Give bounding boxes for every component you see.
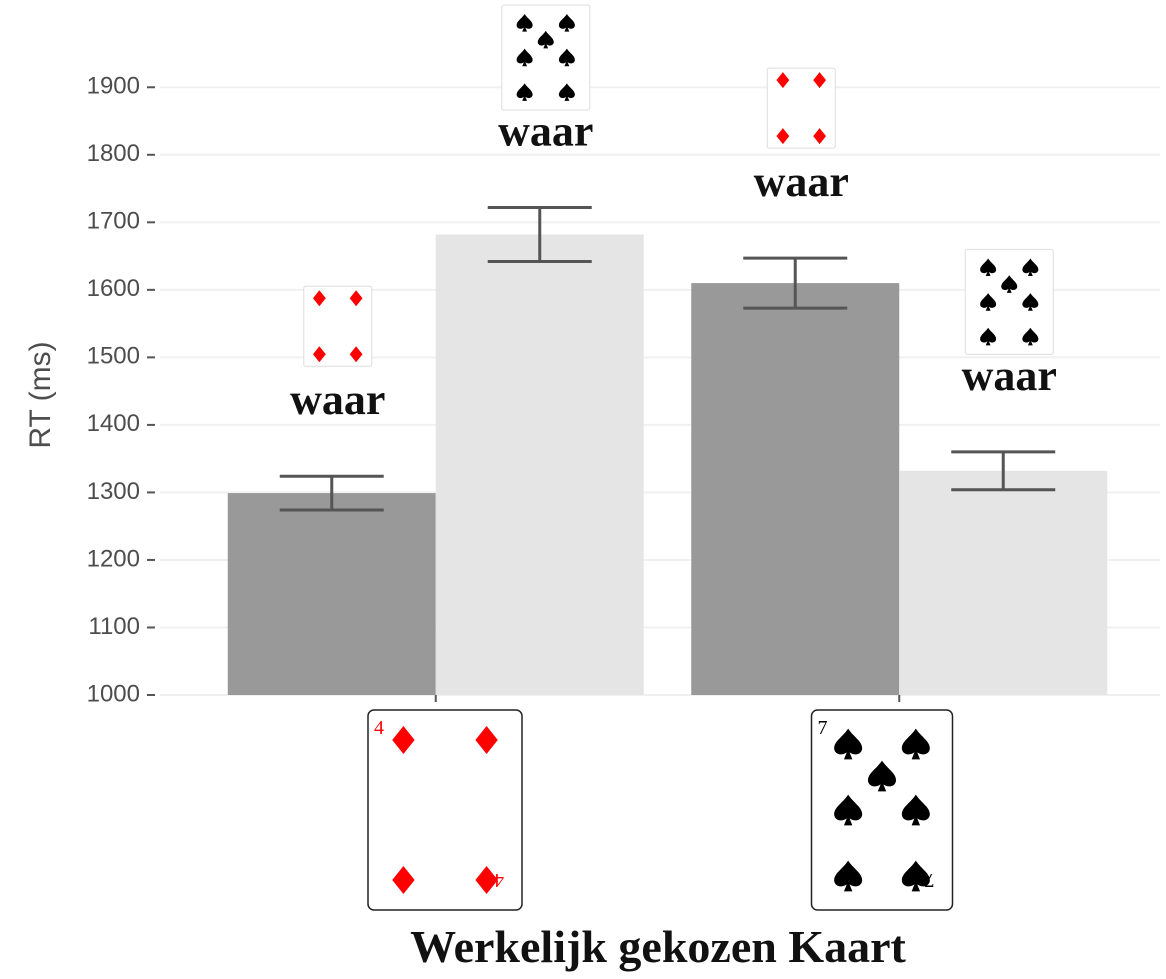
card: 44 — [367, 709, 523, 911]
y-tick-label: 1300 — [87, 478, 140, 505]
y-tick-label: 1600 — [87, 275, 140, 302]
card-rank: 4 — [374, 717, 384, 739]
y-tick-label: 1800 — [87, 140, 140, 167]
card: 77 — [810, 709, 954, 911]
y-tick-label: 1700 — [87, 208, 140, 235]
card-face — [810, 709, 954, 911]
x-axis-label: Werkelijk gekozen Kaart — [410, 921, 906, 972]
card-rank: 4 — [494, 869, 504, 891]
annotation: waar — [962, 351, 1057, 400]
bar — [691, 283, 900, 695]
card-face — [367, 709, 523, 911]
error-bar — [951, 450, 1056, 492]
y-tick-label: 1100 — [88, 613, 140, 640]
bar — [435, 234, 644, 695]
annotation: waar — [754, 157, 849, 206]
y-axis-label: RT (ms) — [24, 341, 57, 448]
card-face — [964, 248, 1054, 355]
bar — [899, 470, 1108, 695]
card — [501, 4, 591, 111]
bar — [227, 493, 436, 695]
y-tick-label: 1900 — [87, 73, 140, 100]
card — [964, 248, 1054, 355]
annotation: waar — [498, 106, 593, 155]
annotation: waar — [290, 375, 385, 424]
card-face — [303, 285, 373, 367]
error-bar — [743, 256, 848, 310]
y-tick-label: 1000 — [87, 680, 140, 707]
error-bar — [279, 474, 384, 512]
card-face — [766, 67, 836, 149]
y-tick-label: 1500 — [87, 343, 140, 370]
y-tick-label: 1400 — [87, 410, 140, 437]
card-face — [501, 4, 591, 111]
y-tick-label: 1200 — [87, 545, 140, 572]
card — [766, 67, 836, 149]
card-rank: 7 — [818, 717, 828, 739]
error-bar — [487, 205, 592, 263]
card — [303, 285, 373, 367]
card-rank: 7 — [925, 869, 935, 891]
